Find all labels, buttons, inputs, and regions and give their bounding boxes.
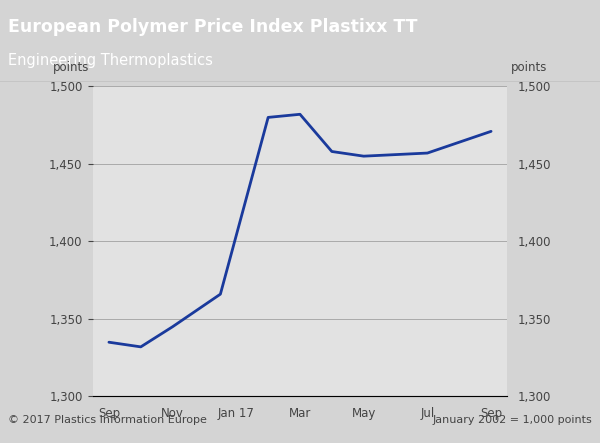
Text: points: points	[511, 61, 548, 74]
Text: European Polymer Price Index Plastixx TT: European Polymer Price Index Plastixx TT	[8, 18, 418, 36]
Text: Engineering Thermoplastics: Engineering Thermoplastics	[8, 53, 212, 68]
Text: January 2002 = 1,000 points: January 2002 = 1,000 points	[433, 416, 592, 425]
Text: points: points	[52, 61, 89, 74]
Text: © 2017 Plastics Information Europe: © 2017 Plastics Information Europe	[8, 416, 206, 425]
